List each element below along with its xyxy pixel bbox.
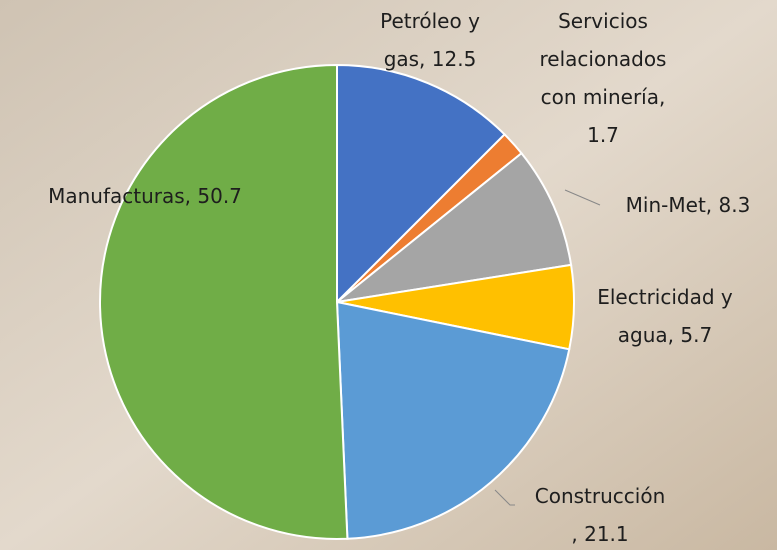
data-label: Manufacturas, 50.7 <box>48 184 242 208</box>
data-label: Min-Met, 8.3 <box>626 193 751 217</box>
chart: Petróleo ygas, 12.5Serviciosrelacionados… <box>0 0 777 550</box>
